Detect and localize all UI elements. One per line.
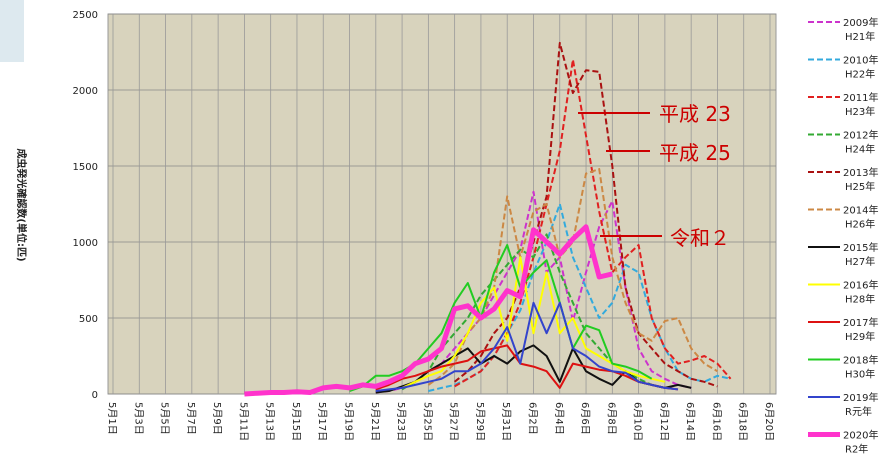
x-tick-label: 6月2日 (526, 402, 538, 435)
legend-label: 2015年 (843, 241, 878, 254)
legend-label: 2018年 (843, 354, 878, 367)
legend-era: H24年 (845, 143, 875, 156)
x-tick-label: 5月3日 (132, 402, 144, 435)
x-tick-label: 5月29日 (474, 402, 486, 441)
legend-label: 2020年 (843, 429, 878, 442)
legend-era: H23年 (845, 105, 875, 118)
legend-label: 2019年 (843, 391, 878, 404)
y-tick-label: 500 (79, 314, 98, 325)
legend-label: 2013年 (843, 166, 878, 179)
x-tick-label: 6月16日 (710, 402, 722, 441)
x-tick-label: 6月10日 (632, 402, 644, 441)
x-tick-label: 5月7日 (185, 402, 197, 435)
x-tick-label: 6月14日 (684, 402, 696, 441)
annotation-text: 平成 25 (659, 141, 731, 165)
photo-thumb (0, 0, 24, 62)
y-tick-label: 0 (92, 390, 98, 401)
x-tick-label: 5月31日 (500, 402, 512, 441)
x-tick-label: 5月15日 (290, 402, 302, 441)
legend-label: 2009年 (843, 16, 878, 29)
legend-era: H26年 (845, 218, 875, 231)
legend-era: H27年 (845, 255, 875, 268)
y-tick-label: 1500 (73, 162, 98, 173)
x-tick-label: 6月12日 (658, 402, 670, 441)
x-tick-label: 6月6日 (579, 402, 591, 435)
legend-era: H21年 (845, 30, 875, 43)
x-tick-label: 6月4日 (553, 402, 565, 435)
y-tick-label: 2000 (73, 86, 98, 97)
x-tick-label: 5月23日 (395, 402, 407, 441)
x-tick-label: 6月20日 (763, 402, 775, 441)
x-tick-label: 6月8日 (605, 402, 617, 435)
x-tick-label: 6月18日 (737, 402, 749, 441)
legend-era: R2年 (845, 443, 868, 455)
legend-era: H28年 (845, 293, 875, 306)
x-tick-label: 5月9日 (211, 402, 223, 435)
legend-label: 2014年 (843, 204, 878, 217)
y-tick-label: 1000 (73, 238, 98, 249)
y-axis-label: 成虫発光確認数(単位:匹) (15, 148, 28, 261)
legend-label: 2017年 (843, 316, 878, 329)
plot-area (108, 14, 776, 394)
y-tick-label: 2500 (73, 10, 98, 21)
x-tick-label: 5月17日 (316, 402, 328, 441)
legend-era: H25年 (845, 180, 875, 193)
legend-era: H29年 (845, 330, 875, 343)
x-tick-label: 5月21日 (369, 402, 381, 441)
annotation-text: 平成 23 (659, 102, 731, 126)
x-tick-label: 5月13日 (264, 402, 276, 441)
legend-era: H22年 (845, 68, 875, 81)
legend-label: 2011年 (843, 91, 878, 104)
chart: 成虫発光確認数(単位:匹) 0 500 1000 1500 2000 2500 5月1日 5月… (0, 0, 893, 454)
legend-label: 2012年 (843, 129, 878, 142)
x-tick-label: 5月11日 (237, 402, 249, 441)
annotation-text: 令和２ (670, 226, 730, 250)
legend-label: 2010年 (843, 54, 878, 67)
legend-era: H30年 (845, 368, 875, 381)
legend-era: R元年 (845, 405, 872, 418)
x-tick-label: 5月27日 (448, 402, 460, 441)
x-tick-label: 5月5日 (159, 402, 171, 435)
x-tick-label: 5月19日 (343, 402, 355, 441)
x-tick-label: 5月1日 (106, 402, 118, 435)
legend-label: 2016年 (843, 279, 878, 292)
x-tick-label: 5月25日 (421, 402, 433, 441)
